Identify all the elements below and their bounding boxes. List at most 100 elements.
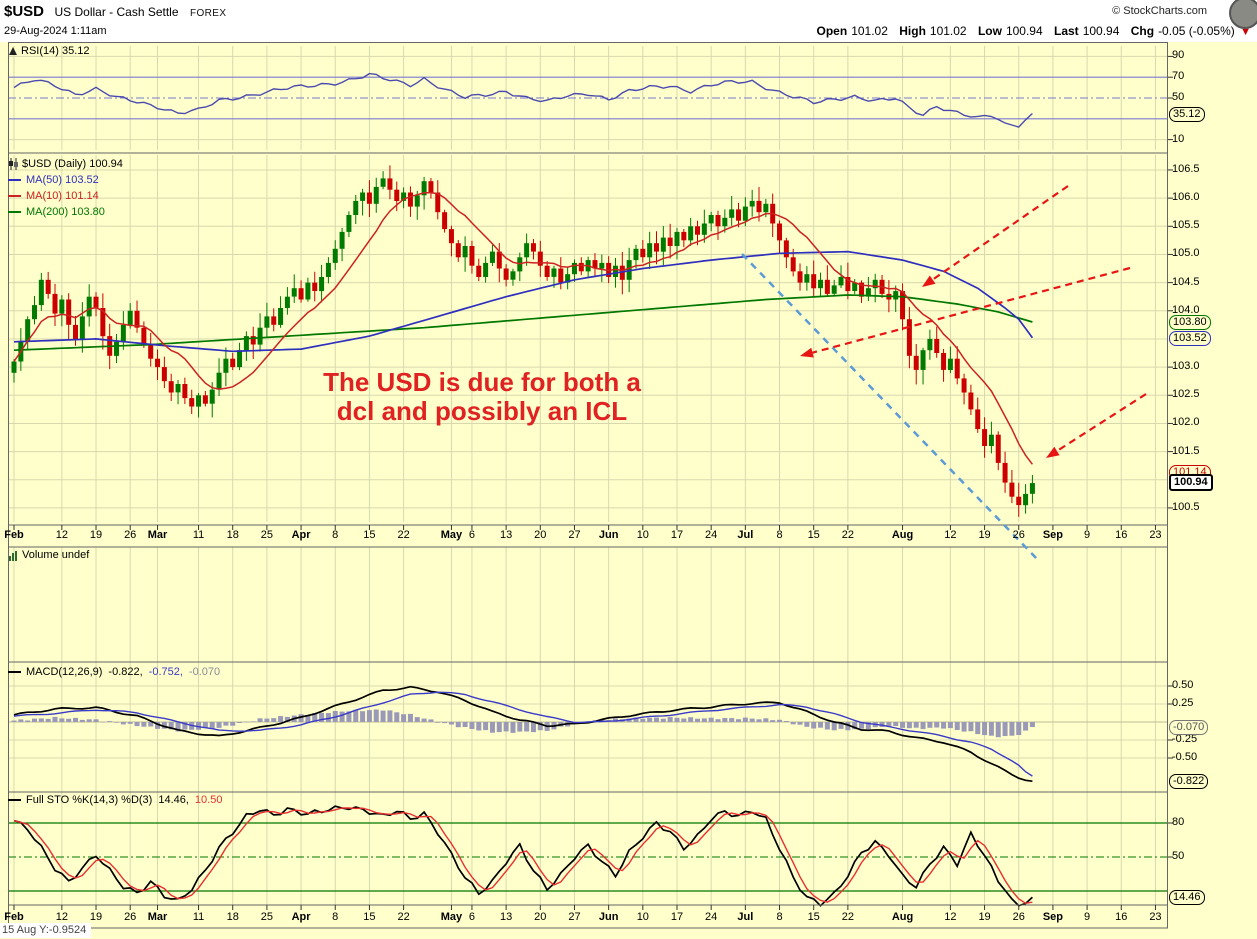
sto-line-icon xyxy=(8,799,21,801)
last-price-box: 100.94 xyxy=(1169,474,1213,491)
x-tick-label: 17 xyxy=(670,529,684,541)
ma10-legend: MA(10) 101.14 xyxy=(8,190,99,202)
y-tick-label: 10 xyxy=(1172,132,1185,145)
y-tick-label: 50 xyxy=(1172,850,1185,862)
rsi-legend-label: RSI(14) 35.12 xyxy=(21,45,90,57)
macd-hist-box: -0.070 xyxy=(1169,720,1209,735)
x-tick-label: 9 xyxy=(1084,529,1091,541)
x-tick-label: 15 xyxy=(807,529,820,541)
low-label: Low xyxy=(977,24,1002,38)
y-tick-label: 101.5 xyxy=(1172,444,1200,457)
chart-header: $USD US Dollar - Cash Settle FOREX © Sto… xyxy=(0,0,1257,42)
ma50-legend-label: MA(50) 103.52 xyxy=(26,174,99,186)
x-tick-label: 22 xyxy=(841,911,854,923)
x-tick-label: 23 xyxy=(1149,529,1162,541)
x-tick-label: Jun xyxy=(598,529,619,541)
x-tick-label: 26 xyxy=(1012,911,1025,923)
x-tick-label: 26 xyxy=(1012,529,1025,541)
x-tick-label: 25 xyxy=(260,911,274,923)
y-tick-label: 105.0 xyxy=(1172,247,1200,260)
symbol: $USD xyxy=(4,3,45,20)
logo-badge-icon xyxy=(1229,0,1257,29)
x-tick-label: 22 xyxy=(841,529,854,541)
low-value: 100.94 xyxy=(1005,24,1043,38)
volume-legend-label: Volume undef xyxy=(22,549,90,561)
x-tick-label: 18 xyxy=(226,529,239,541)
y-tick-label: 105.5 xyxy=(1172,219,1200,232)
sto-k-value: 14.46, xyxy=(158,794,189,806)
macd-legend-label: MACD(12,26,9) xyxy=(26,666,103,678)
annotation-line-1: The USD is due for both a xyxy=(323,367,641,397)
y-tick-label: -0.50 xyxy=(1172,751,1198,763)
ma200-last-box: 103.80 xyxy=(1169,315,1211,330)
exchange-label: FOREX xyxy=(189,8,227,19)
sto-last-box: 14.46 xyxy=(1169,890,1205,905)
x-tick-label: Apr xyxy=(291,529,311,541)
x-tick-label: 12 xyxy=(55,529,68,541)
chart-plot[interactable] xyxy=(0,42,1257,939)
x-tick-label: 13 xyxy=(499,911,513,923)
x-tick-label: Mar xyxy=(147,911,168,923)
x-tick-label: 25 xyxy=(260,529,274,541)
x-tick-label: 19 xyxy=(89,911,103,923)
y-tick-label: 70 xyxy=(1172,70,1185,83)
x-tick-label: Aug xyxy=(891,911,914,923)
x-tick-label: 10 xyxy=(636,911,649,923)
x-tick-label: 15 xyxy=(807,911,820,923)
x-tick-label: 22 xyxy=(397,529,410,541)
chart-background xyxy=(0,42,1257,939)
x-tick-label: 20 xyxy=(534,529,547,541)
x-tick-label: 6 xyxy=(468,911,475,923)
x-tick-label: 16 xyxy=(1115,911,1128,923)
rsi-legend: RSI(14) 35.12 xyxy=(8,45,89,57)
chg-down-arrow-icon[interactable]: ▼ xyxy=(1240,26,1251,38)
price-legend: $USD (Daily) 100.94 xyxy=(8,158,123,170)
y-tick-label: 102.5 xyxy=(1172,388,1200,401)
x-tick-label: 26 xyxy=(124,529,137,541)
x-tick-label: Apr xyxy=(291,911,311,923)
y-tick-label: 104.5 xyxy=(1172,275,1200,288)
ma200-legend: MA(200) 103.80 xyxy=(8,206,105,218)
chart-datetime: 29-Aug-2024 1:11am xyxy=(4,25,107,37)
open-value: 101.02 xyxy=(851,24,888,38)
x-tick-label: 15 xyxy=(363,529,376,541)
price-legend-label: $USD (Daily) 100.94 xyxy=(22,158,123,170)
analyst-annotation: The USD is due for both a dcl and possib… xyxy=(282,368,682,426)
x-tick-label: May xyxy=(440,911,463,923)
x-tick-label: 24 xyxy=(705,529,718,541)
x-tick-label: Jul xyxy=(737,911,754,923)
x-tick-label: 13 xyxy=(499,529,513,541)
x-tick-label: 8 xyxy=(332,529,339,541)
y-tick-label: 106.0 xyxy=(1172,191,1200,204)
last-value: 100.94 xyxy=(1082,24,1120,38)
copyright: © StockCharts.com xyxy=(1112,5,1207,17)
indicator-icon xyxy=(9,47,17,55)
ma200-legend-label: MA(200) 103.80 xyxy=(26,206,105,218)
x-tick-label: Sep xyxy=(1042,911,1063,923)
x-tick-label: 19 xyxy=(978,529,991,541)
y-tick-label: 102.0 xyxy=(1172,416,1200,429)
quote-row: Open 101.02 High 101.02 Low 100.94 Last 100.… xyxy=(809,24,1251,38)
y-tick-label: 0.25 xyxy=(1172,697,1194,709)
volume-icon xyxy=(9,550,17,561)
x-tick-label: 11 xyxy=(192,911,205,923)
volume-legend: Volume undef xyxy=(8,549,89,561)
macd-last-box: -0.822 xyxy=(1169,774,1209,789)
high-value: 101.02 xyxy=(929,24,967,38)
x-tick-label: Feb xyxy=(4,529,24,541)
ma10-line-icon xyxy=(8,195,21,197)
macd-value: -0.822, xyxy=(108,666,143,678)
ma50-line-icon xyxy=(8,179,21,181)
y-tick-label: 90 xyxy=(1172,49,1185,62)
sto-legend-label: Full STO %K(14,3) %D(3) xyxy=(26,794,153,806)
x-tick-label: 24 xyxy=(705,911,718,923)
x-tick-label: 6 xyxy=(468,529,475,541)
sto-legend: Full STO %K(14,3) %D(3) 14.46, 10.50 xyxy=(8,794,222,806)
x-tick-label: May xyxy=(440,529,463,541)
x-tick-label: 12 xyxy=(944,911,957,923)
x-tick-label: 20 xyxy=(534,911,547,923)
y-tick-label: 0.50 xyxy=(1172,679,1194,691)
x-tick-label: 8 xyxy=(776,529,783,541)
y-tick-label: 106.5 xyxy=(1172,162,1200,175)
